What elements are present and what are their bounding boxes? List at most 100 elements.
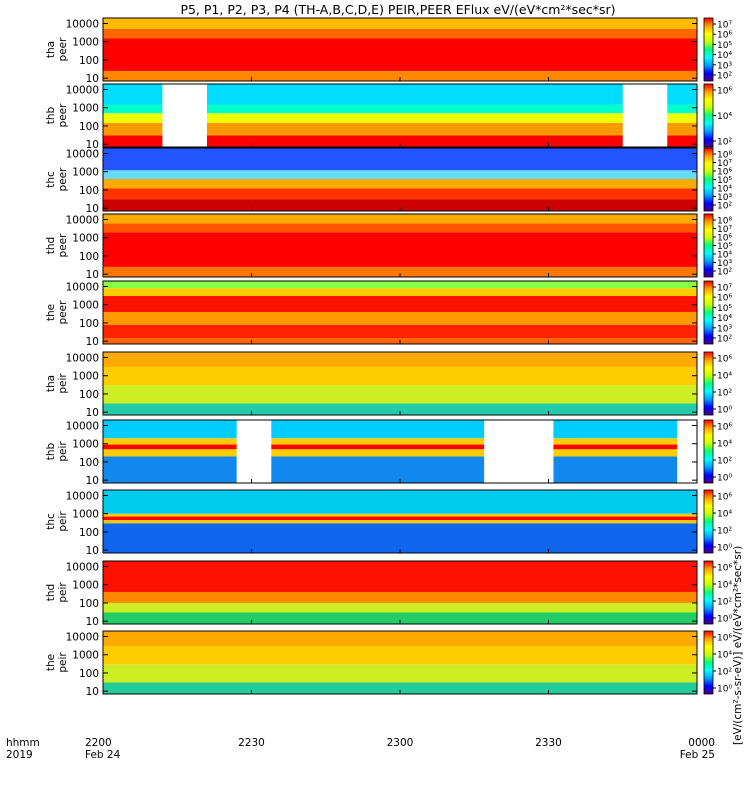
data-gap xyxy=(484,420,554,483)
energy-band xyxy=(103,223,697,233)
colorbar-tick-label: 10⁵ xyxy=(717,304,732,314)
colorbar-tick-label: 10³ xyxy=(717,324,732,334)
energy-band xyxy=(103,631,697,647)
colorbar-tick-label: 10⁸ xyxy=(717,217,732,227)
panel-probe-label: tha xyxy=(45,375,57,392)
x-date-label: Feb 24 xyxy=(85,749,121,761)
spectrogram-panel: 10 100 1000 10000 the peir 10⁶ 10⁴ 10² 10⁰ xyxy=(45,630,732,698)
panel-type-label: peir xyxy=(57,582,69,603)
y-tick-label: 100 xyxy=(79,389,99,401)
energy-band xyxy=(103,214,697,224)
energy-band xyxy=(103,420,697,439)
y-tick-label: 1000 xyxy=(72,371,99,383)
y-tick-label: 1000 xyxy=(72,167,99,179)
energy-band xyxy=(103,664,697,683)
colorbar xyxy=(703,280,714,345)
energy-band xyxy=(103,438,697,445)
energy-band xyxy=(103,516,697,521)
colorbar-tick-label: 10³ xyxy=(717,61,732,71)
spectrogram-panel: 10 100 1000 10000 thb peir 10⁶ 10⁴ 10² 10⁰ xyxy=(45,419,732,487)
y-tick-label: 10 xyxy=(86,139,99,151)
spectrogram-panel: 10 100 1000 10000 thd peer 10⁸10⁷10⁶10⁵10⁴10³1… xyxy=(45,213,732,281)
colorbar-tick-label: 10⁴ xyxy=(717,251,732,261)
colorbar-tick-label: 10⁶ xyxy=(717,234,732,244)
data-gap xyxy=(162,84,207,147)
spectrogram-panel: 10 100 1000 10000 thc peir 10⁶ 10⁴ 10² 10⁰ xyxy=(45,489,732,557)
colorbar-tick-label: 10² xyxy=(717,335,732,345)
colorbar-tick-label: 10⁵ xyxy=(717,41,732,51)
energy-band xyxy=(103,28,697,39)
y-tick-label: 100 xyxy=(79,318,99,330)
energy-band xyxy=(103,18,697,29)
x-tick-label: 0000 xyxy=(688,737,715,749)
colorbar-tick-label: 10⁶ xyxy=(717,168,732,178)
y-tick-label: 100 xyxy=(79,185,99,197)
colorbar xyxy=(703,147,714,212)
y-tick-label: 10 xyxy=(86,73,99,85)
y-tick-label: 10 xyxy=(86,616,99,628)
colorbar-tick-label: 10² xyxy=(717,202,732,212)
y-tick-label: 10000 xyxy=(66,281,99,293)
y-tick-label: 100 xyxy=(79,251,99,263)
colorbar-tick-label: 10⁶ xyxy=(717,294,732,304)
energy-band xyxy=(103,104,697,114)
y-tick-label: 10000 xyxy=(66,148,99,160)
year-label: 2019 xyxy=(6,749,33,761)
energy-band xyxy=(103,296,697,312)
energy-band xyxy=(103,602,697,613)
energy-band xyxy=(103,682,697,694)
panel-probe-label: thc xyxy=(45,513,57,530)
x-tick-label: 2230 xyxy=(238,737,265,749)
y-tick-label: 10 xyxy=(86,203,99,215)
y-tick-label: 1000 xyxy=(72,650,99,662)
y-tick-label: 1000 xyxy=(72,509,99,521)
colorbar-tick-label: 10³ xyxy=(717,193,732,203)
y-tick-label: 1000 xyxy=(72,103,99,115)
panel-type-label: peer xyxy=(57,103,69,128)
colorbar-tick-label: 10³ xyxy=(717,259,732,269)
y-tick-label: 100 xyxy=(79,598,99,610)
energy-band xyxy=(103,148,697,171)
colorbar-tick-label: 10⁶ xyxy=(717,31,732,41)
panel-probe-label: thb xyxy=(45,442,57,460)
colorbar-tick-label: 10⁷ xyxy=(717,21,732,31)
time-format-label: hhmm xyxy=(6,737,40,749)
y-tick-label: 10000 xyxy=(66,561,99,573)
colorbar-tick-label: 10² xyxy=(717,527,732,537)
energy-band xyxy=(103,70,697,81)
x-date-label: Feb 25 xyxy=(680,749,715,761)
energy-band xyxy=(103,444,697,450)
colorbar-tick-label: 10⁰ xyxy=(717,544,732,554)
colorbar-title: [eV/(cm²-s-sr-eV)] eV/(eV*cm²*sec*sr) xyxy=(732,546,744,745)
panel-probe-label: tha xyxy=(45,41,57,58)
data-gap xyxy=(622,84,668,147)
panel-type-label: peer xyxy=(57,233,69,258)
y-tick-label: 10000 xyxy=(66,214,99,226)
colorbar-tick-label: 10² xyxy=(717,138,732,148)
panel-probe-label: thc xyxy=(45,171,57,188)
spectrogram-panel: 10 100 1000 10000 thb peer 10⁶ 10⁴ 10² xyxy=(45,83,732,151)
y-tick-label: 1000 xyxy=(72,300,99,312)
colorbar-tick-label: 10⁴ xyxy=(717,185,732,195)
panel-probe-label: thb xyxy=(45,106,57,124)
y-tick-label: 10000 xyxy=(66,84,99,96)
panel-probe-label: the xyxy=(45,304,57,321)
panel-type-label: peir xyxy=(57,441,69,462)
colorbar xyxy=(703,560,714,625)
y-tick-label: 10000 xyxy=(66,420,99,432)
colorbar-tick-label: 10⁴ xyxy=(717,314,732,324)
colorbar-tick-label: 10⁷ xyxy=(717,225,732,235)
y-tick-label: 10000 xyxy=(66,18,99,30)
energy-band xyxy=(103,324,697,338)
colorbar-tick-label: 10⁶ xyxy=(717,634,732,644)
panel-type-label: peer xyxy=(57,167,69,192)
x-tick-label: 2330 xyxy=(535,737,562,749)
y-tick-label: 100 xyxy=(79,527,99,539)
colorbar-tick-label: 10² xyxy=(717,457,732,467)
colorbar-tick-label: 10⁴ xyxy=(717,51,732,61)
colorbar-tick-label: 10² xyxy=(717,668,732,678)
